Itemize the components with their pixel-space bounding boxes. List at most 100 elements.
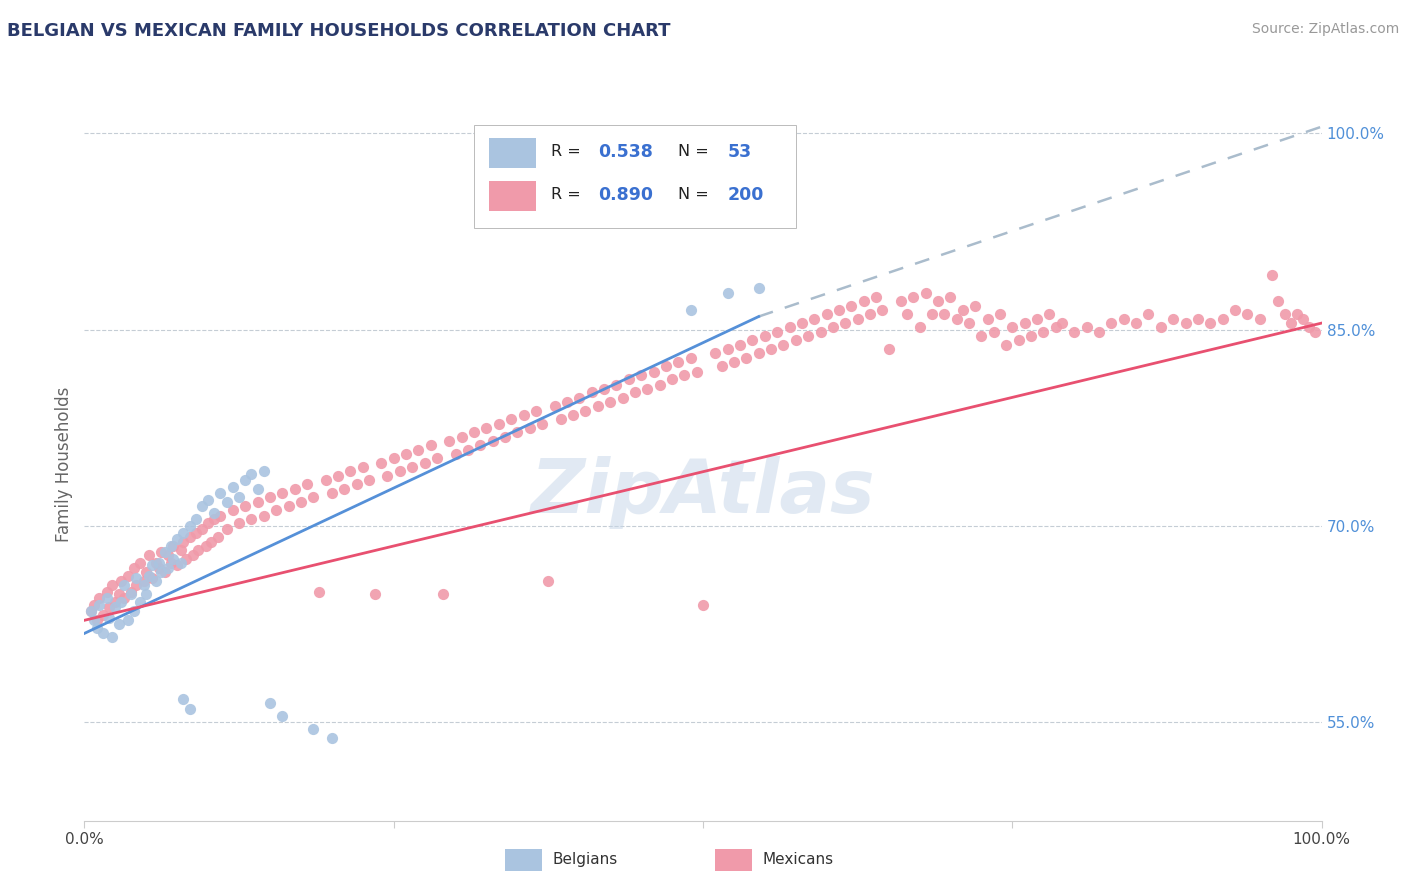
Point [194, 539, 217, 553]
Point [132, 574, 155, 588]
Point [277, 500, 299, 514]
Point [150, 545, 173, 559]
Point [179, 529, 201, 543]
Point [1161, 312, 1184, 326]
Point [259, 696, 281, 710]
Text: 0.538: 0.538 [598, 143, 652, 161]
Point [828, 303, 851, 318]
Point [1249, 312, 1271, 326]
Text: N =: N = [678, 187, 714, 202]
Point [172, 534, 194, 549]
Point [89, 591, 111, 605]
Point [246, 483, 269, 497]
Point [215, 495, 238, 509]
Point [877, 343, 900, 357]
Point [179, 519, 201, 533]
Point [1125, 316, 1147, 330]
Point [110, 574, 132, 588]
Point [308, 584, 330, 599]
Point [444, 447, 467, 461]
Point [150, 565, 173, 579]
Point [187, 542, 209, 557]
Point [1088, 325, 1111, 339]
Point [957, 316, 980, 330]
Point [815, 307, 838, 321]
Point [810, 325, 832, 339]
Point [1076, 320, 1098, 334]
Point [704, 346, 727, 360]
Point [370, 456, 392, 470]
Point [1050, 316, 1073, 330]
Point [1063, 325, 1085, 339]
Point [934, 307, 956, 321]
Point [129, 595, 152, 609]
Point [138, 569, 160, 583]
Point [129, 556, 152, 570]
Point [271, 486, 294, 500]
Point [1305, 325, 1327, 339]
Point [586, 399, 609, 413]
Point [179, 702, 201, 716]
Point [581, 385, 603, 400]
Point [295, 477, 318, 491]
Point [624, 385, 647, 400]
Point [240, 512, 263, 526]
Point [1223, 303, 1246, 318]
Point [457, 443, 479, 458]
Point [141, 571, 163, 585]
Point [432, 587, 454, 601]
Point [488, 417, 510, 431]
Point [413, 456, 436, 470]
Point [1045, 320, 1067, 334]
Point [679, 303, 702, 318]
Point [259, 490, 281, 504]
Point [550, 411, 572, 425]
Point [388, 464, 411, 478]
Point [1292, 312, 1315, 326]
Point [191, 500, 214, 514]
Text: ZipAtlas: ZipAtlas [530, 456, 876, 529]
Point [543, 399, 565, 413]
Point [321, 486, 343, 500]
Point [519, 421, 541, 435]
Point [352, 460, 374, 475]
Point [246, 495, 269, 509]
Point [426, 450, 449, 465]
Point [506, 425, 529, 439]
FancyBboxPatch shape [474, 125, 796, 228]
Point [170, 556, 193, 570]
Point [735, 351, 758, 366]
Point [145, 574, 167, 588]
Point [568, 391, 591, 405]
Point [1174, 316, 1197, 330]
Point [290, 495, 312, 509]
Point [83, 598, 105, 612]
Point [630, 368, 652, 383]
Bar [489, 180, 536, 211]
Point [754, 329, 776, 343]
Point [562, 408, 585, 422]
Point [524, 404, 547, 418]
Point [939, 290, 962, 304]
Point [728, 338, 751, 352]
Point [772, 338, 794, 352]
Point [779, 320, 801, 334]
Point [153, 565, 176, 579]
Bar [505, 849, 543, 871]
Point [797, 329, 820, 343]
Point [157, 548, 180, 562]
Point [1001, 320, 1024, 334]
Text: 200: 200 [728, 186, 763, 203]
Point [859, 307, 882, 321]
Point [86, 613, 108, 627]
Point [612, 391, 634, 405]
Point [202, 506, 225, 520]
Point [512, 408, 534, 422]
Point [1032, 325, 1054, 339]
Point [157, 561, 180, 575]
Point [1014, 316, 1036, 330]
Point [741, 333, 763, 347]
Text: 0.890: 0.890 [598, 186, 652, 203]
Point [636, 382, 658, 396]
Point [785, 333, 807, 347]
